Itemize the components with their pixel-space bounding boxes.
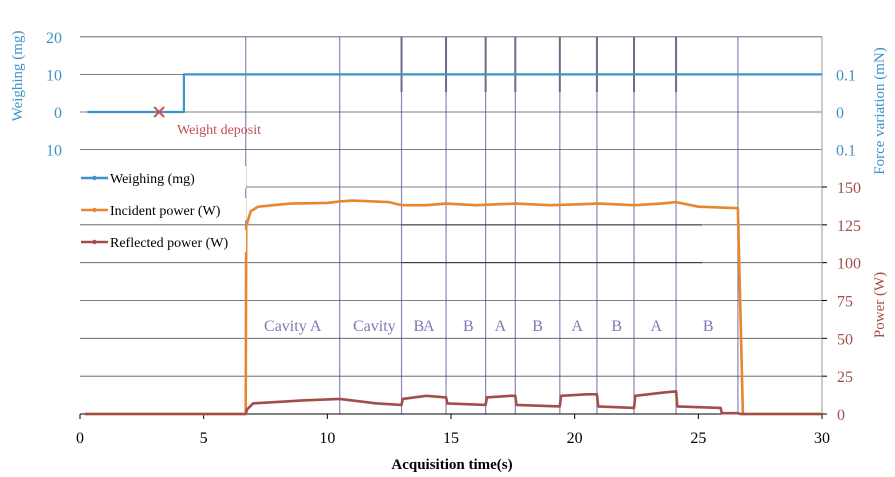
right-top-axis-title: Force variation (mN) <box>872 47 888 174</box>
phase-label: A <box>651 318 663 335</box>
x-tick-label: 30 <box>814 430 830 447</box>
legend-label: Incident power (W) <box>110 204 221 219</box>
left-tick-label: 10 <box>46 67 62 84</box>
series-line-incident-power <box>84 199 822 416</box>
phase-label: Cavity <box>353 318 396 335</box>
right-power-tick-label: 150 <box>837 180 861 197</box>
phase-label: A <box>571 318 583 335</box>
x-tick-label: 15 <box>443 430 459 447</box>
axes: 0 5 10 15 20 25 3020100100.100.115012510075502… <box>46 30 861 447</box>
right-power-axis-title: Power (W) <box>872 272 888 338</box>
phase-lines <box>245 37 739 414</box>
weight-deposit-marker <box>153 106 165 118</box>
phase-label: B <box>414 318 425 335</box>
phase-label: B <box>611 318 622 335</box>
phase-label: A <box>423 318 435 335</box>
series-line-reflected-power <box>84 389 822 416</box>
legend: Weighing (mg) Incident power (W) Reflected… <box>78 166 246 252</box>
x-tick-label: 25 <box>690 430 706 447</box>
legend-swatch-marker <box>92 175 97 181</box>
x-tick-label: 0 <box>76 430 84 447</box>
phase-labels: Cavity A Cavity BA B A B A B A B <box>264 318 714 335</box>
x-tick-label: 5 <box>200 430 208 447</box>
legend-entry-bg <box>78 230 246 252</box>
left-tick-label: 0 <box>54 105 62 122</box>
series-layer <box>84 73 822 416</box>
right-top-tick-label: 0 <box>836 105 844 122</box>
right-top-tick-label: 0.1 <box>836 143 856 160</box>
left-axis-title: Weighing (mg) <box>10 31 26 122</box>
phase-label: A <box>495 318 507 335</box>
x-axis-title: Acquisition time(s) <box>391 457 512 473</box>
weight-deposit-annotation: Weight deposit <box>177 123 261 138</box>
right-power-tick-label: 0 <box>837 407 845 424</box>
legend-swatch-marker <box>92 239 97 245</box>
phase-label: B <box>463 318 474 335</box>
right-top-tick-label: 0.1 <box>836 68 856 85</box>
left-tick-label: 10 <box>46 143 62 160</box>
right-power-tick-label: 125 <box>837 218 861 235</box>
phase-label: B <box>532 318 543 335</box>
series-line-weighing <box>87 73 822 114</box>
right-power-tick-label: 75 <box>837 294 853 311</box>
right-power-tick-label: 25 <box>837 369 853 386</box>
right-power-tick-label: 100 <box>837 256 861 273</box>
x-tick-label: 20 <box>567 430 583 447</box>
x-tick-label: 10 <box>319 430 335 447</box>
legend-label: Weighing (mg) <box>110 172 195 187</box>
left-tick-label: 20 <box>46 30 62 47</box>
legend-label: Reflected power (W) <box>110 236 228 251</box>
legend-entry-bg <box>78 166 246 188</box>
phase-label: B <box>703 318 714 335</box>
phase-label: Cavity A <box>264 318 322 335</box>
right-power-tick-label: 50 <box>837 331 853 348</box>
legend-entry-bg <box>78 198 246 220</box>
legend-swatch-marker <box>92 207 97 213</box>
